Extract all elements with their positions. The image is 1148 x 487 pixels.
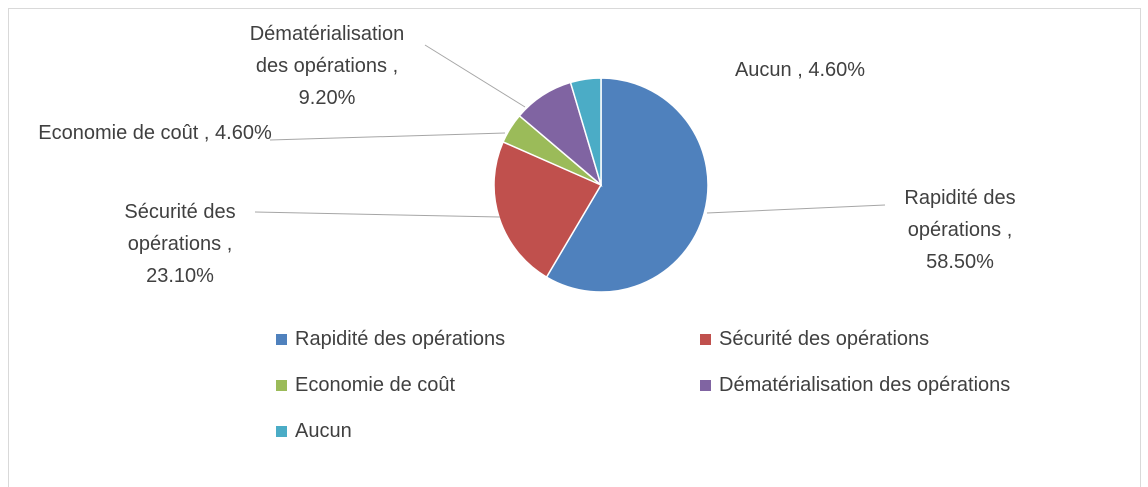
pie-slice bbox=[545, 77, 709, 293]
data-label: Economie de coût , 4.60% bbox=[38, 122, 272, 144]
legend-label: Dématérialisation des opérations bbox=[719, 374, 1011, 396]
leader-line bbox=[254, 211, 501, 218]
legend-swatch bbox=[276, 426, 287, 437]
legend-item: Economie de coût bbox=[276, 374, 455, 397]
data-label: Sécurité des opérations , 23.10% bbox=[124, 201, 236, 287]
legend-swatch bbox=[700, 380, 711, 391]
pie-slice bbox=[569, 77, 602, 186]
legend-item: Aucun bbox=[276, 420, 352, 443]
chart-frame bbox=[8, 8, 1141, 487]
leader-line bbox=[424, 44, 526, 108]
leader-line bbox=[269, 132, 506, 141]
legend-label: Rapidité des opérations bbox=[295, 328, 506, 350]
legend-swatch bbox=[700, 334, 711, 345]
legend-swatch bbox=[276, 380, 287, 391]
legend-item: Dématérialisation des opérations bbox=[700, 374, 1010, 397]
legend-swatch bbox=[276, 334, 287, 345]
data-label: Dématérialisation des opérations , 9.20% bbox=[249, 23, 405, 109]
pie-slice bbox=[493, 140, 603, 279]
legend-label: Economie de coût bbox=[295, 374, 456, 396]
data-label: Rapidité des opérations , 58.50% bbox=[904, 187, 1016, 273]
leader-line bbox=[706, 204, 886, 214]
legend-label: Sécurité des opérations bbox=[719, 328, 930, 350]
data-label: Aucun , 4.60% bbox=[734, 59, 866, 81]
legend-item: Rapidité des opérations bbox=[276, 328, 505, 351]
legend-label: Aucun bbox=[295, 420, 352, 442]
legend-item: Sécurité des opérations bbox=[700, 328, 929, 351]
